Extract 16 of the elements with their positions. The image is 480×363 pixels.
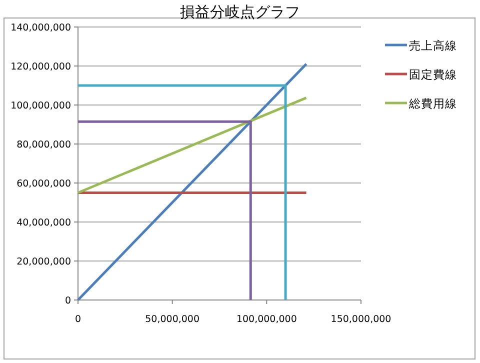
y-tick-label: 0: [64, 296, 71, 306]
x-tick-label: 50,000,000: [145, 314, 200, 325]
y-tick-label: 60,000,000: [16, 178, 71, 190]
legend-label: 売上高線: [409, 38, 457, 52]
legend-label: 固定費線: [409, 68, 457, 82]
chart-title: 損益分岐点グラフ: [180, 3, 300, 21]
y-tick-label: 20,000,000: [16, 256, 71, 268]
x-tick-label: 0: [74, 314, 82, 325]
y-tick-label: 120,000,000: [10, 62, 71, 72]
y-tick-label: 80,000,000: [16, 140, 71, 150]
x-tick-label: 150,000,000: [330, 314, 392, 325]
y-tick-label: 100,000,000: [10, 100, 71, 112]
y-tick-label: 140,000,000: [10, 22, 71, 34]
legend-label: 総費用線: [408, 96, 457, 110]
x-tick-label: 100,000,000: [236, 314, 297, 325]
y-tick-label: 40,000,000: [16, 218, 71, 228]
